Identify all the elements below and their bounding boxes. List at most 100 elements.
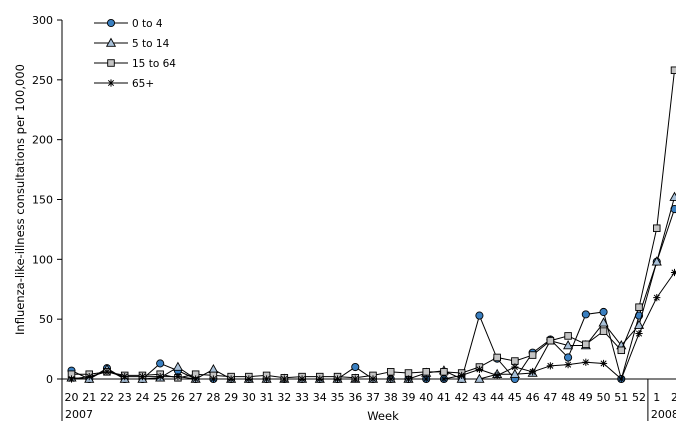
y-tick-label: 250 (32, 74, 53, 87)
data-point (404, 369, 413, 377)
series-2 (67, 66, 676, 382)
x-tick-label: 46 (526, 391, 540, 404)
x-tick-label: 34 (313, 391, 327, 404)
data-point (192, 375, 200, 383)
x-tick-label: 37 (366, 391, 380, 404)
x-tick-label: 41 (437, 391, 451, 404)
x-tick-label: 47 (543, 391, 557, 404)
data-point (85, 373, 93, 381)
data-point (617, 375, 625, 383)
x-tick-label: 45 (508, 391, 522, 404)
data-point (351, 362, 360, 372)
legend-item: 5 to 14 (94, 37, 170, 50)
data-point (458, 371, 466, 380)
data-point (599, 359, 608, 368)
x-tick-label: 51 (614, 391, 628, 404)
data-point (509, 368, 520, 378)
data-point (369, 375, 377, 383)
y-tick-label: 0 (46, 373, 53, 386)
data-point (511, 363, 519, 371)
x-tick-label: 24 (135, 391, 149, 404)
legend-label: 0 to 4 (132, 18, 163, 30)
y-axis-ticks: 0 50 100 150 200 250 300 (32, 14, 62, 386)
legend-marker (107, 59, 115, 67)
x-tick-label: 29 (224, 391, 238, 404)
legend-item: 65+ (94, 78, 154, 90)
data-point (121, 373, 129, 381)
data-point (635, 329, 643, 338)
x-tick-label: 38 (384, 391, 398, 404)
data-point (440, 368, 448, 376)
data-point (670, 268, 676, 277)
series-3 (67, 268, 676, 383)
year-label: 2008 (651, 408, 676, 421)
data-point (653, 294, 661, 302)
series-1 (66, 191, 676, 383)
data-point (635, 303, 643, 311)
data-point (138, 373, 147, 381)
x-tick-label: 52 (632, 391, 646, 404)
x-tick-label: 25 (153, 391, 167, 404)
y-tick-label: 200 (32, 134, 53, 147)
data-point (564, 361, 572, 369)
y-axis-title: Influenza-like-illness consultations per… (13, 64, 27, 335)
x-tick-label: 39 (401, 391, 415, 404)
y-tick-label: 100 (32, 253, 53, 266)
x-tick-label: 35 (331, 391, 345, 404)
series-0 (67, 205, 676, 384)
x-tick-label: 1 (653, 391, 660, 404)
series-line (71, 208, 675, 381)
x-tick-label: 28 (206, 391, 220, 404)
x-tick-label: 21 (82, 391, 96, 404)
data-point (351, 375, 359, 383)
data-point (245, 375, 253, 383)
data-point (156, 373, 164, 381)
data-point (493, 371, 501, 380)
x-tick-label: 36 (348, 391, 362, 404)
data-point (422, 375, 430, 383)
data-point (67, 375, 76, 383)
x-tick-label: 20 (65, 391, 79, 404)
data-point (209, 375, 217, 383)
data-point (563, 340, 574, 350)
data-point (651, 256, 662, 266)
data-point (493, 353, 501, 362)
data-point (599, 327, 608, 335)
data-point (653, 224, 661, 232)
legend-item: 15 to 64 (94, 58, 176, 70)
data-point (280, 375, 288, 383)
x-tick-label: 31 (260, 391, 274, 404)
x-tick-label: 26 (171, 391, 185, 404)
data-point (298, 375, 306, 383)
legend-label: 65+ (132, 78, 154, 90)
data-point (440, 375, 448, 383)
x-tick-label: 42 (455, 391, 469, 404)
series-line (71, 196, 675, 380)
x-tick-label: 2 (671, 391, 676, 404)
legend-item: 0 to 4 (94, 18, 163, 30)
x-tick-label: 50 (597, 391, 611, 404)
x-tick-label: 23 (118, 391, 132, 404)
legend-label: 5 to 14 (132, 38, 170, 50)
year-labels: 2007 2008 (61, 379, 676, 421)
data-point (174, 373, 182, 381)
data-point (172, 361, 183, 371)
data-point (670, 66, 676, 75)
x-tick-label: 33 (295, 391, 309, 404)
data-point (422, 368, 430, 376)
data-point (386, 368, 395, 376)
y-tick-label: 300 (32, 14, 53, 27)
data-point (582, 340, 590, 349)
legend-marker (105, 37, 117, 47)
data-point (546, 336, 555, 345)
data-point (529, 368, 537, 376)
data-point (227, 375, 235, 383)
legend: 0 to 4 5 to 14 15 to 64 65+ (94, 18, 176, 90)
legend-marker (107, 79, 115, 87)
x-axis-ticks: 20 21 22 23 24 25 26 27 28 29 30 31 32 33 34 35 36 37 38 39… (65, 391, 676, 404)
data-point (316, 375, 324, 383)
data-point (599, 307, 608, 317)
data-point (475, 311, 484, 320)
y-tick-label: 50 (39, 313, 53, 326)
x-tick-label: 22 (100, 391, 114, 404)
